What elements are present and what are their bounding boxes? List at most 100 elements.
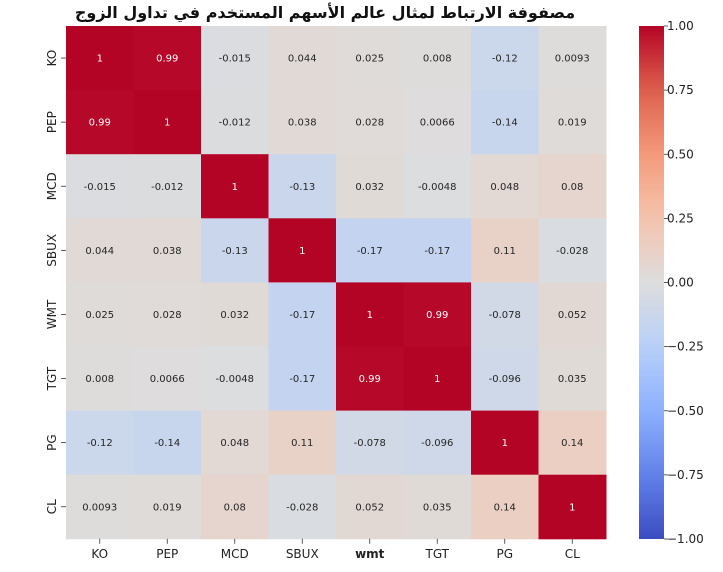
cell-value-label: -0.13 — [222, 246, 248, 257]
heatmap-cell — [336, 474, 404, 540]
cell-value-label: 1 — [164, 118, 170, 129]
cell-value-label: 0.99 — [156, 54, 178, 65]
column-tick-label: KO — [91, 547, 108, 561]
column-tick-label: wmt — [355, 547, 385, 561]
cell-value-label: 0.08 — [561, 182, 583, 193]
heatmap-cell — [471, 282, 539, 347]
cell-value-label: 0.044 — [85, 246, 114, 257]
heatmap-cell — [66, 282, 134, 347]
heatmap-cell — [133, 90, 202, 155]
heatmap-cell — [268, 154, 337, 219]
heatmap-cell — [201, 154, 269, 219]
cell-value-label: -0.0048 — [418, 182, 457, 193]
cell-value-label: -0.17 — [424, 246, 450, 257]
cell-value-label: 1 — [569, 502, 575, 513]
heatmap-cell — [538, 474, 607, 540]
cell-value-label: -0.14 — [154, 438, 180, 449]
row-tick-label: KO — [45, 50, 59, 67]
cell-value-label: 0.025 — [85, 310, 114, 321]
cell-value-label: 0.035 — [558, 374, 587, 385]
row-tick-label: PEP — [45, 111, 59, 133]
cell-value-label: -0.12 — [492, 54, 518, 65]
cell-value-label: -0.17 — [357, 246, 383, 257]
heatmap-cell — [201, 218, 269, 283]
heatmap-cell — [268, 26, 337, 91]
cell-value-label: 1 — [232, 182, 238, 193]
colorbar-tick-label: 0.25 — [667, 211, 694, 225]
cell-value-label: 0.14 — [561, 438, 583, 449]
colorbar-tick-label: −0.75 — [667, 468, 704, 482]
colorbar-tick-label: −1.00 — [667, 532, 704, 546]
cell-value-label: -0.0048 — [215, 374, 254, 385]
cell-value-label: 0.048 — [490, 182, 519, 193]
cell-value-label: -0.015 — [84, 182, 116, 193]
heatmap-cell — [201, 346, 269, 412]
heatmap-cell — [538, 410, 607, 476]
heatmap-cell — [471, 90, 539, 155]
heatmap-cell — [268, 282, 337, 347]
heatmap-cell — [201, 90, 269, 155]
cell-value-label: 0.028 — [153, 310, 182, 321]
cell-value-label: 0.008 — [423, 54, 452, 65]
heatmap-cell — [403, 282, 472, 347]
cell-value-label: 0.052 — [558, 310, 587, 321]
cell-value-label: 0.038 — [288, 118, 317, 129]
cell-value-label: -0.028 — [556, 246, 588, 257]
colorbar-tick-label: 0.00 — [667, 276, 694, 290]
cell-value-label: 0.008 — [85, 374, 114, 385]
heatmap-cell — [66, 218, 134, 283]
cell-value-label: 0.0093 — [555, 54, 590, 65]
heatmap-cell — [268, 346, 337, 412]
row-tick-label: MCD — [45, 172, 59, 200]
cell-value-label: 0.019 — [153, 502, 182, 513]
heatmap-cell — [471, 410, 539, 476]
colorbar-tick-label: 1.00 — [667, 19, 694, 33]
heatmap-cell-labels: 1 0.99 -0.015 0.044 0.025 0.008 -0.12 0.0093 0.9… — [82, 54, 590, 514]
heatmap-cell — [133, 410, 202, 476]
heatmap-cell — [403, 90, 472, 155]
heatmap-cell — [201, 282, 269, 347]
cell-value-label: 1 — [502, 438, 508, 449]
colorbar-tick-label: 0.75 — [667, 83, 694, 97]
heatmap-cell — [538, 346, 607, 412]
heatmap-cell — [133, 282, 202, 347]
cell-value-label: 0.99 — [426, 310, 448, 321]
cell-value-label: -0.078 — [489, 310, 521, 321]
heatmap-cells — [66, 26, 607, 540]
heatmap-cell — [336, 90, 404, 155]
heatmap-cell — [66, 26, 134, 91]
cell-value-label: 1 — [434, 374, 440, 385]
heatmap-cell — [471, 474, 539, 540]
heatmap-cell — [268, 218, 337, 283]
cell-value-label: 0.14 — [494, 502, 516, 513]
heatmap-cell — [133, 154, 202, 219]
row-tick-label: TGT — [45, 366, 59, 391]
column-tick-label: SBUX — [286, 547, 319, 561]
heatmap-cell — [268, 474, 337, 540]
heatmap-cell — [66, 90, 134, 155]
cell-value-label: -0.012 — [151, 182, 183, 193]
cell-value-label: 0.0066 — [150, 374, 185, 385]
heatmap-cell — [403, 26, 472, 91]
heatmap-cell — [471, 26, 539, 91]
colorbar-tick-label: 0.50 — [667, 147, 694, 161]
heatmap-cell — [66, 410, 134, 476]
heatmap-cell — [66, 346, 134, 412]
cell-value-label: 0.0093 — [82, 502, 117, 513]
heatmap-cell — [403, 218, 472, 283]
heatmap-cell — [538, 282, 607, 347]
heatmap-cell — [201, 410, 269, 476]
cell-value-label: 0.035 — [423, 502, 452, 513]
cell-value-label: 0.028 — [355, 118, 384, 129]
column-tick-labels: KO PEP MCD SBUX wmt TGT PG CL — [91, 538, 580, 561]
heatmap-cell — [403, 346, 472, 412]
heatmap-cell — [403, 474, 472, 540]
row-tick-labels: KO PEP MCD SBUX WMT TGT PG CL — [45, 50, 66, 514]
heatmap-cell — [403, 154, 472, 219]
column-tick-label: PEP — [156, 547, 178, 561]
cell-value-label: 0.11 — [494, 246, 516, 257]
heatmap-cell — [201, 26, 269, 91]
cell-value-label: -0.078 — [354, 438, 386, 449]
heatmap-cell — [336, 154, 404, 219]
